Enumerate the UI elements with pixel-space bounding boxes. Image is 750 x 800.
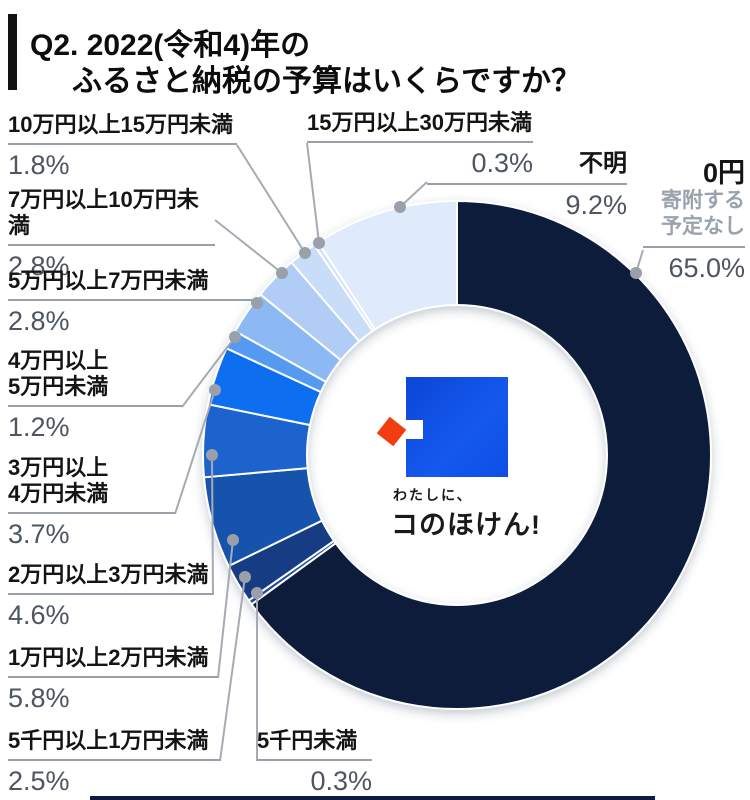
callout-label: 4万円以上 5万円未満 xyxy=(8,348,182,407)
callout-5k-10k: 5千円以上1万円未満 2.5% xyxy=(8,728,220,796)
leader-line xyxy=(219,576,246,762)
callout-pct: 65.0% xyxy=(668,253,745,283)
callout-150k-300k: 15万円以上30万円未満 0.3% xyxy=(307,110,533,178)
callout-label: 7万円以上10万円未満 xyxy=(8,187,215,246)
brand-name: コのほけん! xyxy=(391,510,541,540)
leader-dot xyxy=(251,587,263,599)
leader-dot xyxy=(299,247,311,259)
leader-dot xyxy=(209,384,221,396)
donut-segment-0[interactable] xyxy=(250,199,712,710)
leader-line xyxy=(399,181,428,208)
leader-dot xyxy=(630,267,642,279)
callout-label: 5千円未満 xyxy=(257,728,372,761)
leader-dot xyxy=(251,297,263,309)
leader-dot xyxy=(206,449,218,461)
callout-pct: 0.3% xyxy=(310,766,372,796)
callout-sublabel: 寄附する 予定なし xyxy=(643,188,745,248)
leader-lines xyxy=(174,142,644,762)
callout-label: 1万円以上2万円未満 xyxy=(8,645,218,678)
leader-dot xyxy=(276,267,288,279)
callout-label: 3万円以上 4万円未満 xyxy=(8,455,175,514)
callout-pct: 9.2% xyxy=(565,190,627,220)
callout-pct: 1.8% xyxy=(8,150,70,180)
callout-0yen: 0円 寄附する 予定なし 65.0% xyxy=(643,158,745,283)
leader-line xyxy=(211,454,214,596)
leader-line xyxy=(214,219,283,274)
callout-label: 0円 xyxy=(702,158,745,188)
callout-40k-50k: 4万円以上 5万円未満 1.2% xyxy=(8,348,182,442)
title-accent-bar xyxy=(8,14,17,90)
callout-pct: 3.7% xyxy=(8,519,70,549)
callout-unknown: 不明 9.2% xyxy=(427,150,627,220)
leader-line xyxy=(217,539,234,679)
leader-dot xyxy=(229,331,241,343)
callout-label: 10万円以上15万円未満 xyxy=(8,112,237,145)
callout-100k-150k: 10万円以上15万円未満 1.8% xyxy=(8,112,237,180)
leader-line xyxy=(181,336,236,408)
leader-line xyxy=(174,389,216,515)
callout-50k-70k: 5万円以上7万円未満 2.8% xyxy=(8,268,252,336)
leader-dot xyxy=(394,201,406,213)
callout-pct: 0.3% xyxy=(471,148,533,178)
callout-pct: 2.8% xyxy=(8,251,70,281)
callout-under-5k: 5千円未満 0.3% xyxy=(257,728,372,796)
brand-tagline: わたしに、 xyxy=(393,487,473,503)
brand-logo-icon xyxy=(406,377,508,477)
page-title-line1: Q2. 2022(令和4)年の xyxy=(30,29,311,62)
callout-label: 5千円以上1万円未満 xyxy=(8,728,220,761)
leader-line xyxy=(236,144,306,254)
leader-dots xyxy=(206,201,642,599)
leader-dot xyxy=(313,237,325,249)
callout-20k-30k: 2万円以上3万円未満 4.6% xyxy=(8,562,213,630)
leader-dot xyxy=(227,534,239,546)
callout-pct: 2.8% xyxy=(8,306,70,336)
bottom-section-edge xyxy=(90,796,655,800)
callout-10k-20k: 1万円以上2万円未満 5.8% xyxy=(8,645,218,713)
callout-pct: 2.5% xyxy=(8,766,70,796)
brand-logo-notch xyxy=(406,420,423,439)
callout-label: 不明 xyxy=(427,150,627,185)
callout-label: 15万円以上30万円未満 xyxy=(307,110,533,143)
callout-label: 2万円以上3万円未満 xyxy=(8,562,213,595)
callout-70k-100k: 7万円以上10万円未満 2.8% xyxy=(8,187,215,281)
page-title-line2: ふるさと納税の予算はいくらですか？ xyxy=(72,65,582,98)
callout-pct: 5.8% xyxy=(8,683,70,713)
leader-line xyxy=(306,142,320,244)
callout-pct: 1.2% xyxy=(8,412,70,442)
donut-segment-11[interactable] xyxy=(316,199,458,331)
callout-label: 5万円以上7万円未満 xyxy=(8,268,252,301)
callout-pct: 4.6% xyxy=(8,600,70,630)
leader-dot xyxy=(239,571,251,583)
callout-30k-40k: 3万円以上 4万円未満 3.7% xyxy=(8,455,175,549)
